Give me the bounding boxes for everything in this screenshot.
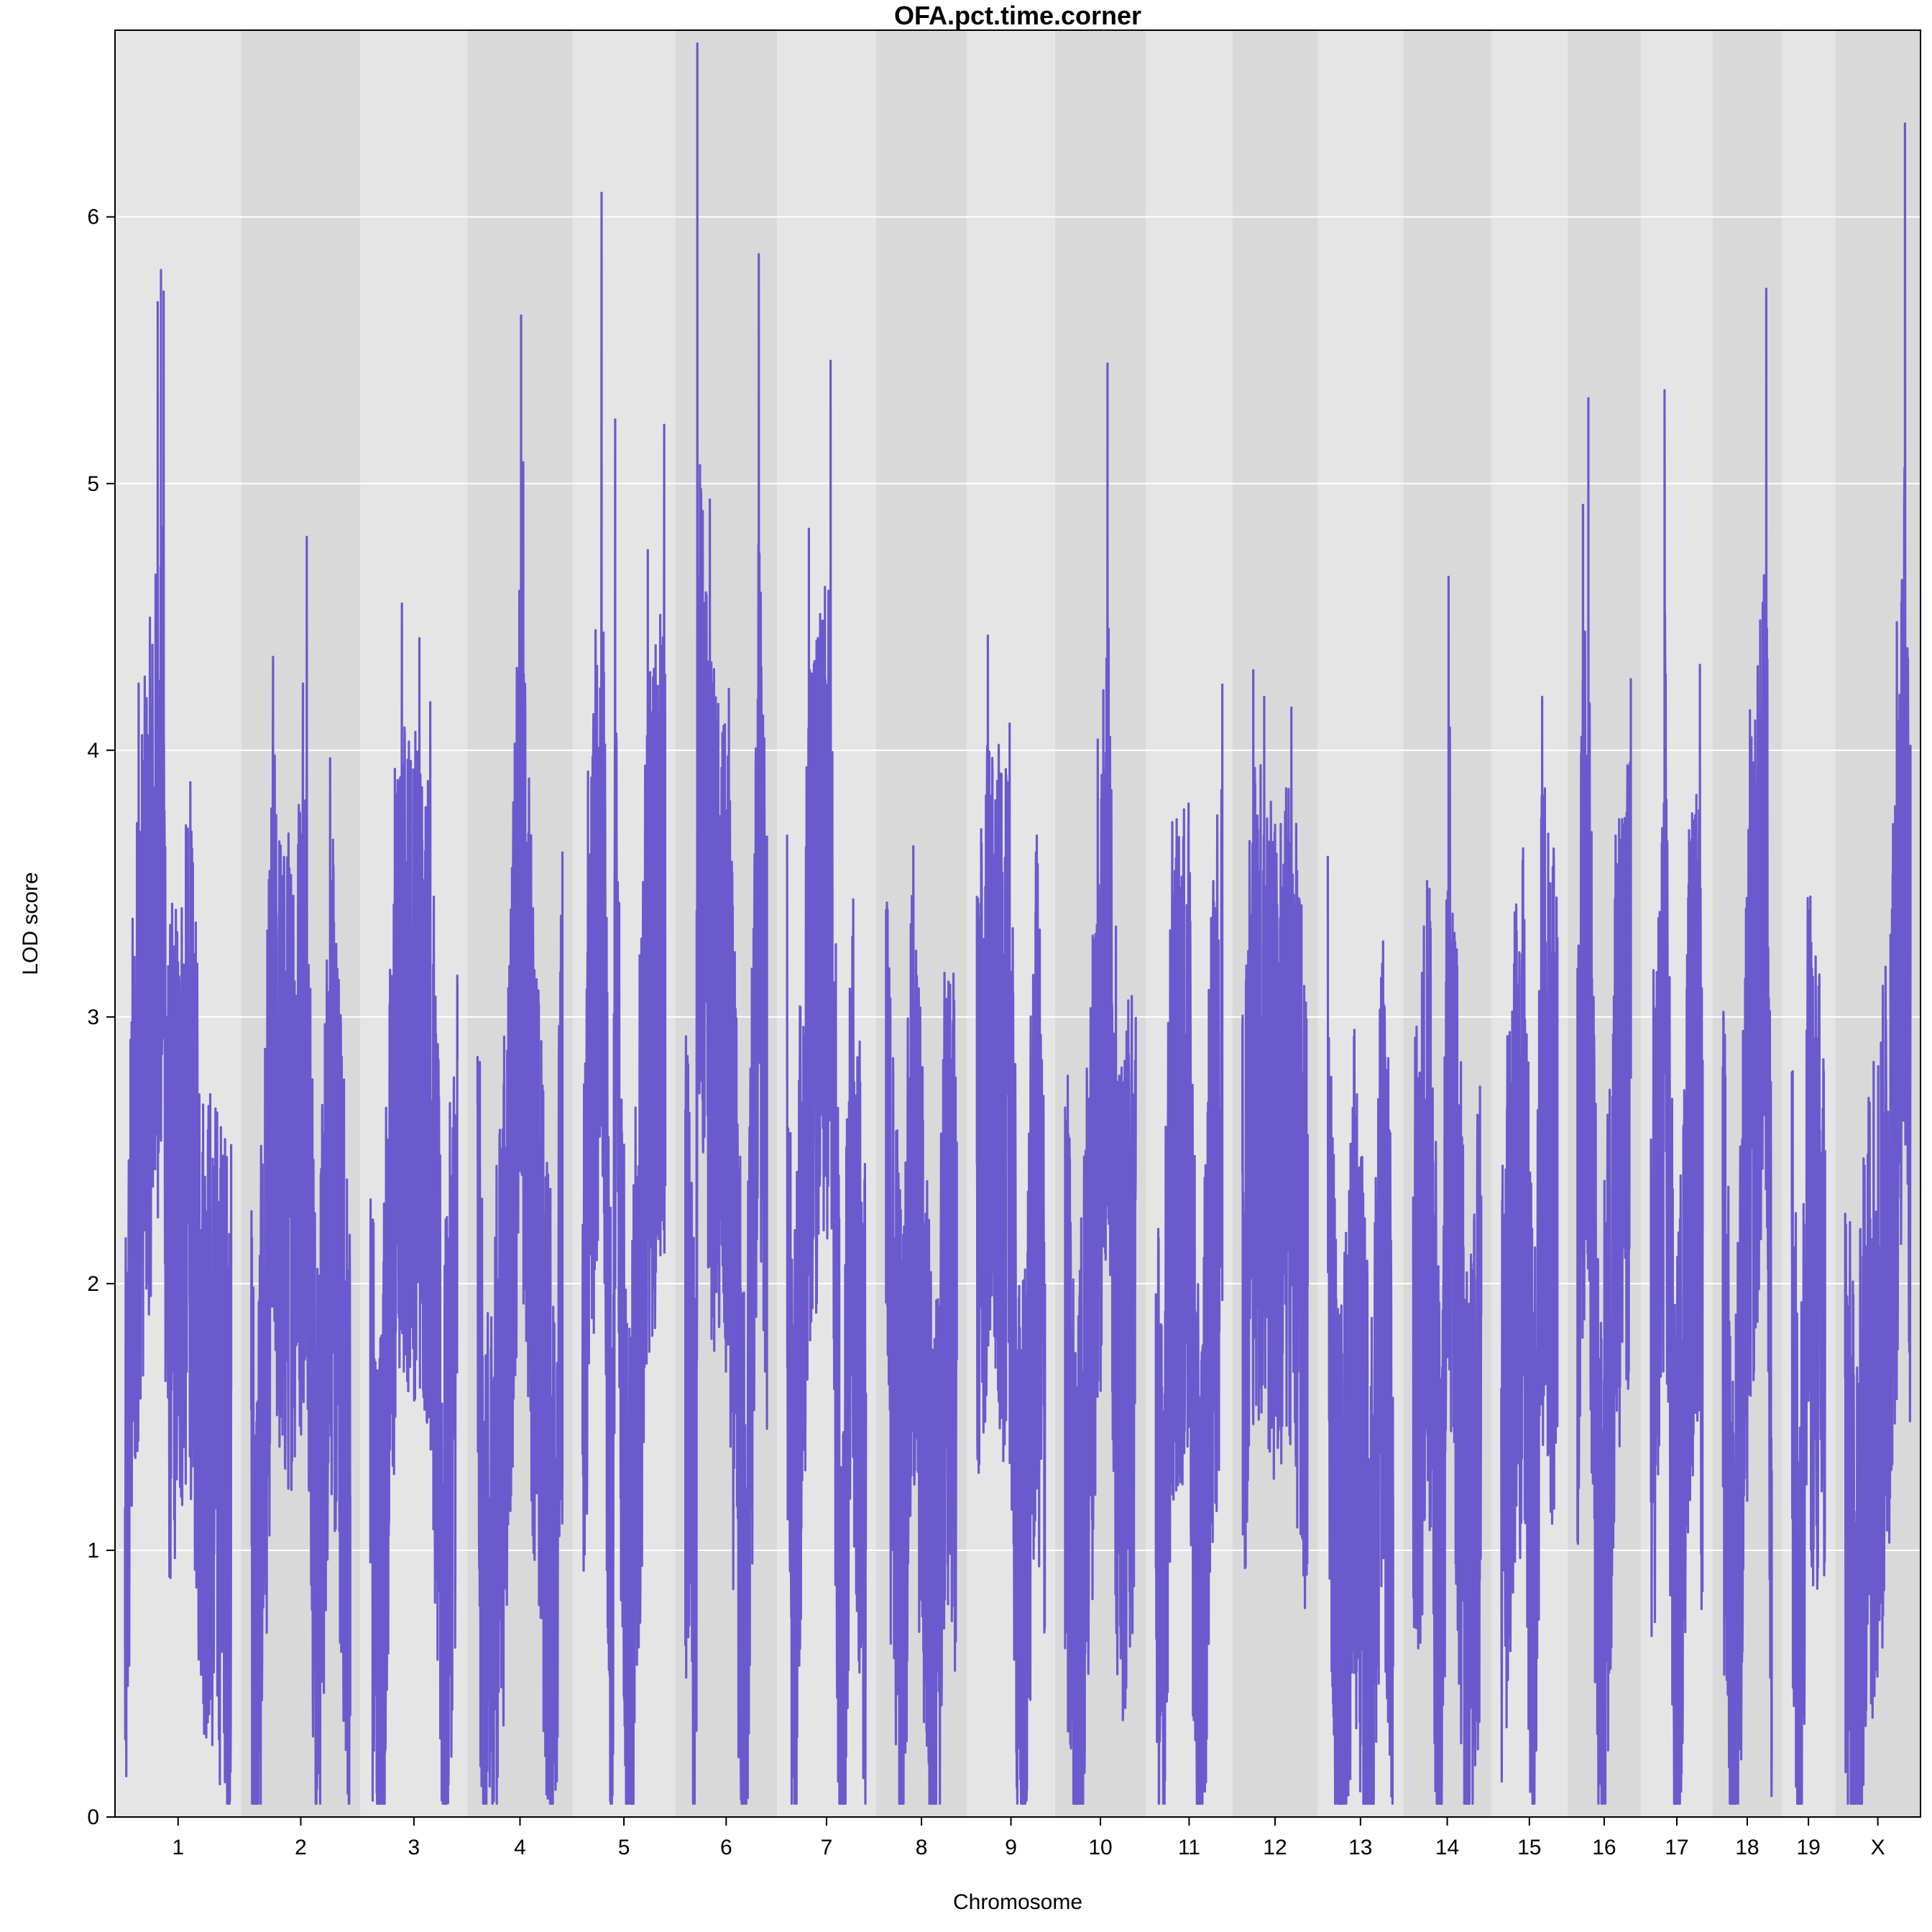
- y-axis-label: LOD score: [19, 872, 42, 975]
- lod-curve-chr-15: [1500, 696, 1559, 1805]
- x-tick-label-1: 1: [172, 1836, 184, 1859]
- lod-curve-chr-5: [581, 191, 667, 1805]
- x-tick-label-5: 5: [618, 1836, 630, 1859]
- lod-curve-chr-9: [975, 634, 1046, 1805]
- lod-curve-chr-18: [1721, 288, 1773, 1805]
- plot-frame: [114, 29, 1921, 1818]
- lod-curve-chr-6: [684, 42, 768, 1805]
- x-tick-label-18: 18: [1735, 1836, 1759, 1859]
- y-tick-label: 5: [87, 472, 99, 496]
- lod-curves: [124, 42, 1912, 1805]
- lod-curve-chr-X: [1844, 122, 1912, 1805]
- lod-curve-chr-13: [1326, 855, 1394, 1805]
- lod-curve-chr-4: [476, 314, 564, 1805]
- lod-curve-chr-17: [1650, 389, 1704, 1805]
- x-tick-label-16: 16: [1592, 1836, 1616, 1859]
- y-tick-label: 3: [87, 1006, 99, 1029]
- y-tick-label: 6: [87, 206, 99, 229]
- x-tick-label-8: 8: [916, 1836, 928, 1859]
- x-tick-label-X: X: [1871, 1836, 1885, 1859]
- x-axis-ticks: 1 2 3 4 5 6 7 8 9 10 11 12 13 14 15 16 17 18 19 X: [172, 1817, 1885, 1859]
- x-tick-label-17: 17: [1665, 1836, 1688, 1859]
- lod-curve-chr-14: [1412, 576, 1483, 1805]
- lod-curve-chr-3: [369, 602, 459, 1805]
- x-tick-label-4: 4: [514, 1836, 526, 1859]
- x-tick-label-6: 6: [720, 1836, 732, 1859]
- x-tick-label-15: 15: [1517, 1836, 1541, 1859]
- lod-curve-chr-11: [1154, 684, 1224, 1805]
- lod-curve-chr-16: [1576, 397, 1632, 1805]
- x-tick-label-11: 11: [1178, 1836, 1200, 1859]
- lod-curve-chr-10: [1064, 362, 1137, 1805]
- x-tick-label-7: 7: [821, 1836, 833, 1859]
- lod-curve-chr-7: [786, 359, 868, 1805]
- lod-curve-chr-2: [250, 535, 351, 1805]
- lod-curve-chr-19: [1790, 895, 1826, 1805]
- x-tick-label-13: 13: [1348, 1836, 1372, 1859]
- lod-curve-chr-12: [1241, 668, 1309, 1609]
- y-tick-label: 0: [87, 1806, 99, 1829]
- x-tick-label-14: 14: [1435, 1836, 1459, 1859]
- x-tick-label-3: 3: [408, 1836, 420, 1859]
- y-axis-ticks: 0 1 2 3 4 5 6: [87, 206, 115, 1829]
- x-tick-label-10: 10: [1088, 1836, 1112, 1859]
- y-tick-label: 1: [87, 1539, 99, 1563]
- x-tick-label-2: 2: [295, 1836, 307, 1859]
- x-tick-label-9: 9: [1005, 1836, 1017, 1859]
- x-axis-label: Chromosome: [953, 1890, 1082, 1914]
- y-tick-label: 2: [87, 1272, 99, 1296]
- x-tick-label-19: 19: [1796, 1836, 1820, 1859]
- chart-title: OFA.pct.time.corner: [894, 1, 1141, 30]
- x-tick-label-12: 12: [1263, 1836, 1287, 1859]
- y-tick-label: 4: [87, 739, 99, 763]
- lod-curve-chr-8: [885, 845, 958, 1805]
- lod-curve-chr-1: [124, 269, 233, 1805]
